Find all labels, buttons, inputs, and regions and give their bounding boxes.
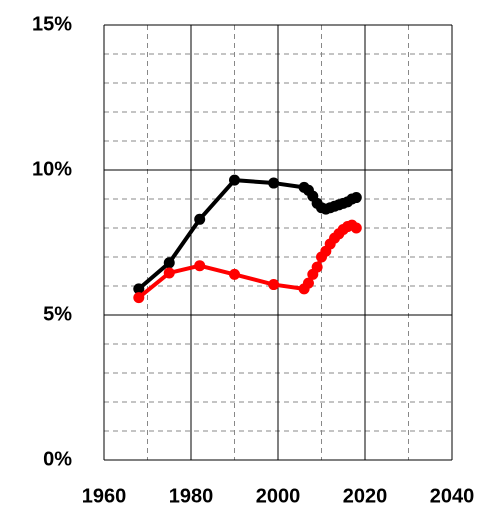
y-tick-label: 0% [43,448,72,470]
y-tick-label: 5% [43,303,72,325]
data-point [194,213,206,225]
data-point [163,257,175,269]
y-tick-label: 10% [32,158,72,180]
data-point [194,260,206,272]
data-point [311,261,323,273]
data-point [229,174,240,186]
data-point [350,222,362,234]
data-point [268,279,280,291]
data-point [133,292,145,304]
y-tick-label: 15% [32,13,72,35]
data-point [302,277,314,289]
data-point [133,283,145,295]
x-tick-label: 1980 [169,485,214,507]
data-point [163,267,175,279]
x-tick-label: 1960 [82,485,127,507]
x-tick-label: 2040 [430,485,475,507]
data-point [268,177,280,189]
data-point [350,192,362,204]
x-tick-label: 2020 [343,485,388,507]
data-point [229,268,240,280]
x-tick-label: 2000 [256,485,301,507]
